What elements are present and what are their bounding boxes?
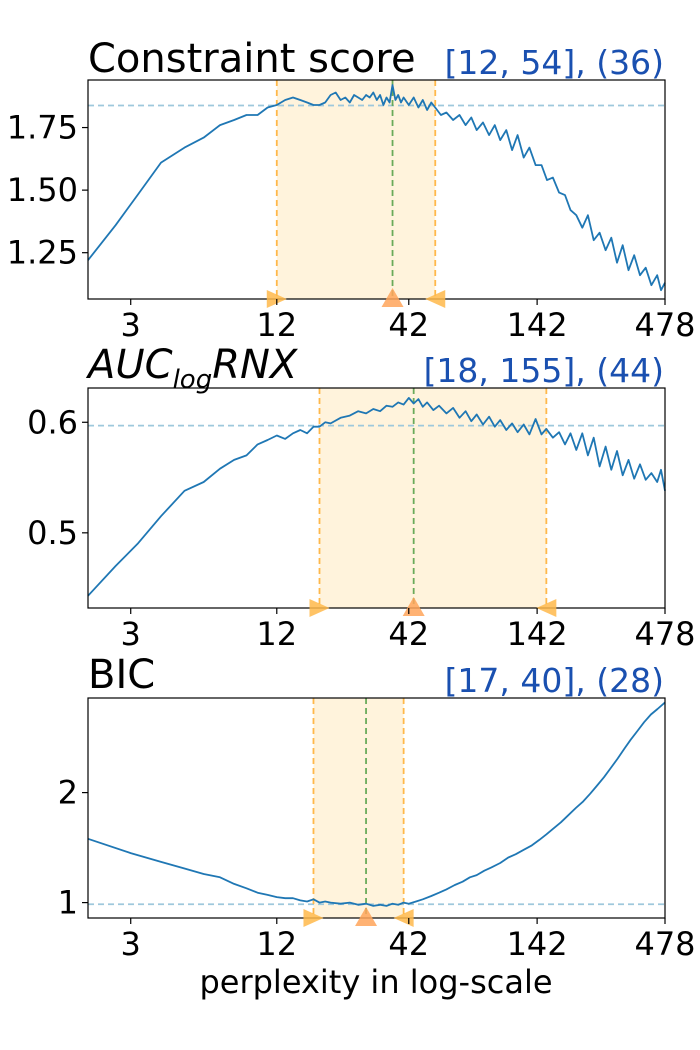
x-tick-label: 142 <box>507 306 568 344</box>
range-band <box>313 698 404 918</box>
panel-auc-log-rnx: AUClogRNX [18, 155], (44) 3 12 42 142 478 0.5… <box>27 342 695 653</box>
y-tick-label: 1.25 <box>7 234 78 272</box>
chart-title: BIC <box>88 652 155 698</box>
x-tick-label: 478 <box>634 306 695 344</box>
title-main: AUC <box>85 342 173 388</box>
x-tick-label: 478 <box>634 925 695 963</box>
best-value-marker <box>381 288 404 307</box>
series-line <box>87 701 666 907</box>
x-tick-label: 12 <box>256 306 297 344</box>
plot-frame <box>87 697 666 919</box>
y-tick-label: 0.6 <box>27 403 78 441</box>
x-tick-label: 42 <box>388 925 429 963</box>
series-line <box>87 396 666 597</box>
x-tick-label: 42 <box>388 615 429 653</box>
x-tick-label: 12 <box>256 925 297 963</box>
range-annotation: [17, 40], (28) <box>445 661 664 700</box>
plot-frame <box>87 79 666 300</box>
y-tick-label: 1 <box>58 884 78 922</box>
y-tick-label: 2 <box>58 774 78 812</box>
range-end-marker <box>425 290 446 308</box>
x-tick-label: 142 <box>507 925 568 963</box>
y-tick-label: 1.50 <box>7 171 78 209</box>
range-end-marker <box>536 599 557 617</box>
best-value-marker <box>355 907 378 926</box>
title-subscript: log <box>173 365 213 395</box>
x-tick-label: 12 <box>256 615 297 653</box>
series-line <box>87 84 666 292</box>
range-band <box>319 388 547 608</box>
x-tick-label: 142 <box>507 615 568 653</box>
x-axis-label: perplexity in log-scale <box>199 963 552 1001</box>
chart-title: Constraint score <box>88 36 416 82</box>
chart-title: AUClogRNX <box>85 342 299 395</box>
range-annotation: [12, 54], (36) <box>445 43 664 82</box>
range-start-marker <box>309 599 330 617</box>
panel-constraint-score: Constraint score [12, 54], (36) 3 12 42 142… <box>7 36 696 344</box>
range-start-marker <box>303 909 324 927</box>
x-tick-label: 478 <box>634 615 695 653</box>
range-annotation: [18, 155], (44) <box>424 351 664 390</box>
x-tick-label: 3 <box>121 615 141 653</box>
plot-frame <box>87 387 666 609</box>
y-tick-label: 1.75 <box>7 109 78 147</box>
y-tick-label: 0.5 <box>27 514 78 552</box>
range-band <box>276 80 436 299</box>
x-tick-label: 42 <box>388 306 429 344</box>
x-tick-label: 3 <box>121 306 141 344</box>
title-tail: RNX <box>212 342 299 388</box>
x-tick-label: 3 <box>121 925 141 963</box>
